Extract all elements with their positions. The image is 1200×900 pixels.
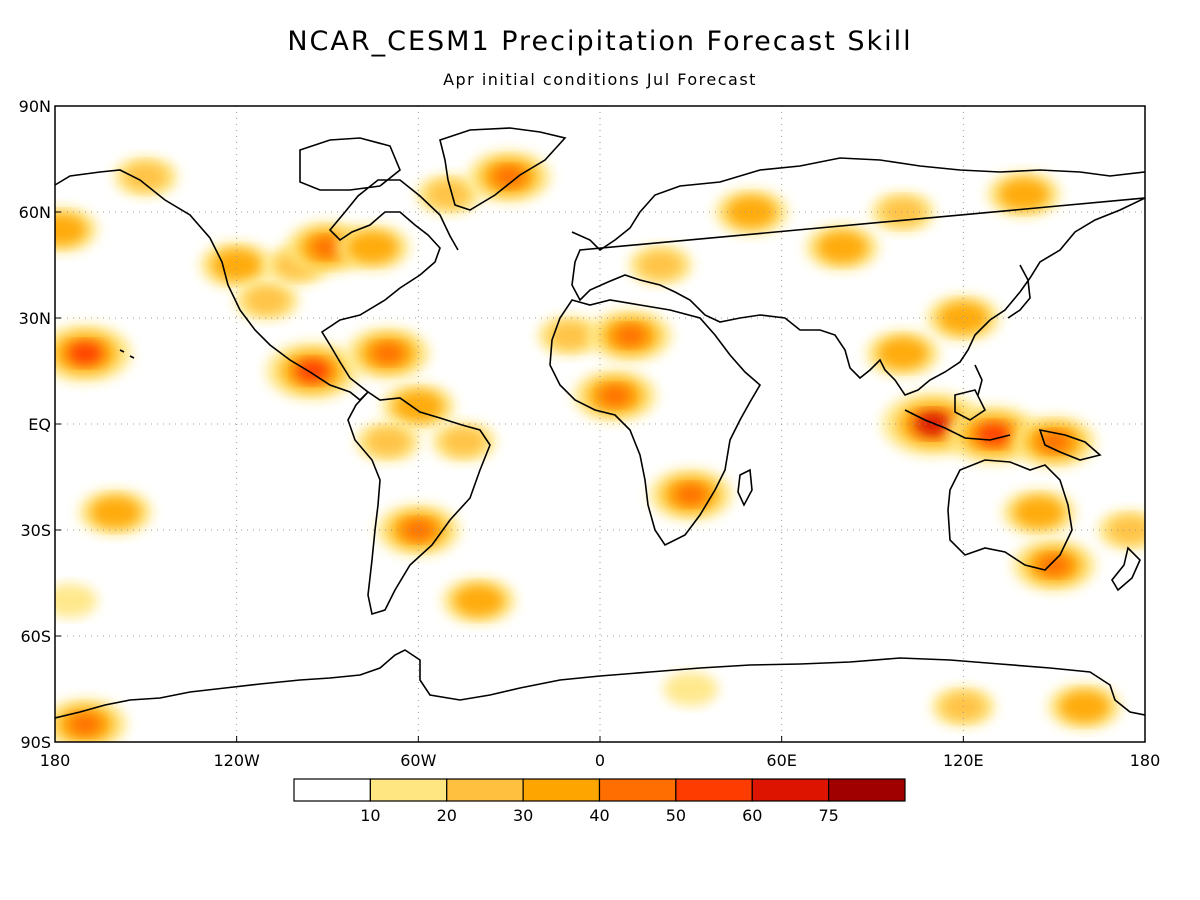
coast-antarctica	[55, 649, 1145, 719]
lat-tick-label: 30S	[20, 521, 51, 540]
colorbar-label: 10	[360, 806, 380, 825]
skill-region-core	[675, 484, 707, 506]
colorbar-swatch	[751, 778, 830, 802]
coast-hawaii	[119, 349, 135, 359]
skill-region-mid	[123, 162, 168, 191]
skill-region-mid	[938, 301, 989, 335]
colorbar-label: 75	[818, 806, 838, 825]
skill-region-mid	[1059, 690, 1110, 723]
colorbar-swatch	[598, 778, 677, 802]
longitude-labels: 180 120W 60W 0 60E 120E 180	[40, 736, 1161, 770]
lat-tick-label: 60S	[20, 627, 51, 646]
coast-japan	[1007, 264, 1031, 319]
lat-tick-label: 90N	[19, 97, 51, 116]
lon-tick-label: 120W	[213, 751, 260, 770]
skill-region-mid	[211, 248, 262, 282]
skill-region-mid	[90, 496, 141, 529]
lon-tick-label: 0	[595, 751, 605, 770]
coast-south-america	[347, 390, 491, 616]
skill-region-mid	[1107, 516, 1145, 544]
colorbar-swatch	[828, 778, 906, 802]
skill-region-mid	[366, 427, 411, 456]
skill-region-mid	[1013, 496, 1065, 529]
coastlines	[55, 127, 1145, 719]
coast-africa	[549, 299, 762, 547]
skill-fill-layer	[55, 150, 1145, 742]
lat-tick-label: 30N	[19, 309, 51, 328]
skill-region-outer	[663, 672, 719, 706]
skill-region-mid	[877, 337, 929, 370]
lon-tick-label: 120E	[943, 751, 984, 770]
skill-region-mid	[426, 180, 471, 209]
graticule	[55, 106, 1145, 742]
coast-europe-asia	[571, 157, 1145, 396]
lat-tick-label: 90S	[20, 733, 51, 752]
coast-greenland	[439, 127, 567, 211]
skill-region-core	[69, 713, 101, 735]
colorbar-label: 40	[589, 806, 609, 825]
skill-region-mid	[453, 584, 505, 617]
colorbar-label: 60	[742, 806, 762, 825]
colorbar-swatch	[293, 778, 371, 802]
lon-tick-label: 60W	[400, 751, 436, 770]
skill-region-mid	[441, 427, 486, 456]
chart-subtitle: Apr initial conditions Jul Forecast	[443, 70, 757, 89]
lat-tick-label: EQ	[28, 415, 51, 434]
chart-title: NCAR_CESM1 Precipitation Forecast Skill	[287, 26, 913, 57]
skill-region-mid	[244, 286, 289, 315]
latitude-labels: 90N 60N 30N EQ 30S 60S 90S	[19, 97, 61, 752]
skill-region-core	[67, 341, 103, 365]
skill-region-mid	[347, 231, 399, 264]
skill-region-core	[1038, 554, 1070, 576]
skill-region-core	[976, 423, 1012, 447]
skill-region-mid	[638, 251, 683, 279]
skill-region-core	[372, 342, 404, 364]
coast-north-america	[55, 137, 459, 402]
skill-region-core	[599, 385, 631, 407]
skill-region-core	[493, 166, 525, 188]
lat-tick-label: 60N	[19, 203, 51, 222]
colorbar-swatch	[522, 778, 601, 802]
coast-maritime-asia	[904, 364, 1102, 461]
skill-region-mid	[55, 213, 87, 246]
colorbar-swatch	[369, 778, 448, 802]
skill-region-mid	[998, 178, 1050, 211]
lon-tick-label: 60E	[766, 751, 796, 770]
colorbar-swatch	[675, 778, 753, 802]
colorbar-label: 30	[513, 806, 533, 825]
coast-madagascar	[737, 468, 753, 507]
skill-region-core	[1038, 431, 1070, 453]
skill-region-outer	[55, 583, 98, 618]
skill-region-core	[402, 519, 434, 541]
colorbar-label: 20	[437, 806, 457, 825]
coast-new-zealand	[1111, 546, 1141, 592]
colorbar-swatch	[446, 778, 524, 802]
lon-tick-label: 180	[40, 751, 71, 770]
skill-region-mid	[547, 321, 592, 350]
lon-tick-label: 180	[1130, 751, 1161, 770]
skill-region-mid	[816, 231, 868, 264]
skill-region-core	[311, 236, 344, 258]
colorbar-label: 50	[666, 806, 686, 825]
skill-region-core	[614, 325, 646, 347]
colorbar: 10 20 30 40 50 60 75	[293, 778, 906, 825]
coast-australia	[947, 459, 1073, 571]
skill-region-core	[294, 359, 330, 383]
